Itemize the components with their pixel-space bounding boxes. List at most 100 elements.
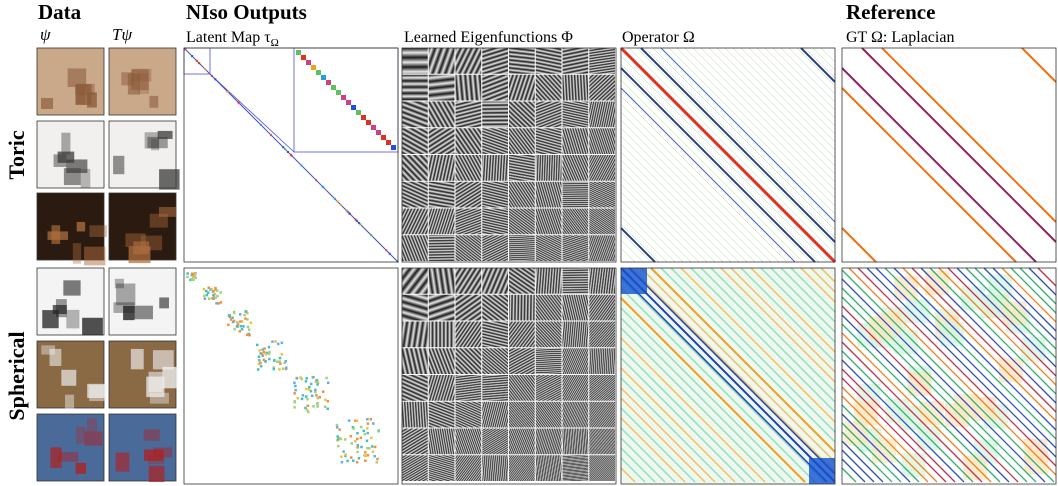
- matrix-band: [645, 48, 835, 238]
- eigenfunction-tile: [563, 268, 589, 294]
- block-cell: [350, 456, 353, 459]
- corner-block: [621, 268, 647, 294]
- block-cell: [363, 430, 366, 433]
- eigenfunction-tile: [429, 102, 455, 128]
- eigenfunction-tile: [456, 48, 482, 74]
- eigenfunction-tile: [429, 429, 455, 455]
- block-cell: [301, 378, 304, 381]
- block-cell: [250, 321, 253, 324]
- eigenfunction-tile: [429, 348, 455, 374]
- eigenfunction-tile: [536, 295, 562, 321]
- block-cell: [192, 273, 195, 276]
- block-cell: [214, 296, 217, 299]
- matrix-band: [621, 184, 699, 262]
- block-cell: [305, 388, 308, 391]
- block-cell: [356, 432, 359, 435]
- block-cell: [278, 368, 281, 371]
- block-cell: [237, 323, 240, 326]
- block-cell: [356, 451, 359, 454]
- figure: Data ψ Tψ NIso Outputs Latent Map τΩ Lea…: [0, 0, 1058, 486]
- inset-cell: [366, 120, 371, 125]
- inset-cell: [371, 125, 376, 130]
- data-title: Data: [38, 0, 82, 24]
- matrix-band: [842, 228, 876, 262]
- block-cell: [352, 427, 355, 430]
- diag-cell: [284, 148, 286, 150]
- block-cell: [344, 453, 347, 456]
- block-cell: [360, 426, 363, 429]
- block-cell: [316, 383, 319, 386]
- diag-cell: [196, 60, 198, 62]
- block-cell: [325, 377, 328, 380]
- block-cell: [233, 328, 236, 331]
- eigenfunction-tile: [536, 128, 562, 154]
- block-cell: [265, 353, 268, 356]
- matrix-band: [805, 48, 835, 78]
- matrix-band: [621, 224, 659, 262]
- block-cell: [316, 379, 319, 382]
- matrix-band: [757, 48, 835, 126]
- block-cell: [271, 340, 274, 343]
- matrix-band: [1020, 268, 1056, 304]
- block-cell: [258, 359, 261, 362]
- diag-cell: [359, 223, 361, 225]
- block-cell: [366, 427, 369, 430]
- eigenfunction-tile: [482, 182, 508, 208]
- block-cell: [233, 311, 236, 314]
- eigenfunction-tile: [509, 348, 535, 374]
- image-pixel-block: [41, 345, 55, 354]
- eigenfunction-tile: [563, 295, 589, 321]
- block-cell: [360, 446, 363, 449]
- eigenfunction-tile: [589, 182, 615, 208]
- block-cell: [247, 326, 250, 329]
- inset-cell: [326, 80, 331, 85]
- block-cell: [372, 450, 375, 453]
- block-cell: [228, 314, 231, 317]
- eigenfunction-tile: [456, 102, 482, 128]
- matrix-band: [621, 168, 715, 262]
- pale-block: [902, 453, 926, 477]
- block-cell: [293, 392, 296, 395]
- block-cell: [340, 455, 343, 458]
- eigenfunction-tile: [482, 375, 508, 401]
- block-cell: [314, 389, 317, 392]
- eigenfunction-tile: [536, 455, 562, 481]
- image-pixel-block: [61, 370, 76, 386]
- block-cell: [227, 324, 230, 327]
- matrix-band: [621, 176, 707, 262]
- block-cell: [350, 442, 353, 445]
- block-cell: [373, 455, 376, 458]
- image-pixel-block: [89, 225, 107, 237]
- eigenfunction-tile: [482, 48, 508, 74]
- niso-title: NIso Outputs: [186, 0, 307, 24]
- block-cell: [242, 325, 245, 328]
- eigenfunction-tile: [456, 155, 482, 181]
- diag-cell: [287, 151, 289, 153]
- eigenfunction-tile: [402, 402, 428, 428]
- block-cell: [374, 446, 377, 449]
- eigenfunction-tile: [563, 128, 589, 154]
- block-cell: [306, 398, 309, 401]
- image-pixel-block: [42, 310, 58, 328]
- block-cell: [294, 389, 297, 392]
- eigenfunction-tile: [402, 75, 428, 101]
- eigenfunction-tile: [456, 182, 482, 208]
- block-cell: [314, 391, 317, 394]
- eigenfunction-tile: [589, 155, 615, 181]
- eigenfunction-tile: [402, 375, 428, 401]
- block-cell: [212, 294, 215, 297]
- eigenfunction-tile: [482, 235, 508, 261]
- inset-cell: [381, 135, 386, 140]
- eigenfunction-tile: [509, 455, 535, 481]
- block-cell: [308, 388, 311, 391]
- eigenfunction-tile: [429, 128, 455, 154]
- block-cell: [192, 276, 195, 279]
- psi-label: ψ: [40, 25, 51, 44]
- eigenfunction-tile: [429, 268, 455, 294]
- eigenfunction-tile: [589, 128, 615, 154]
- inset-cell: [351, 105, 356, 110]
- image-pixel-block: [81, 169, 91, 188]
- block-cell: [338, 428, 341, 431]
- block-cell: [216, 289, 219, 292]
- block-cell: [336, 424, 339, 427]
